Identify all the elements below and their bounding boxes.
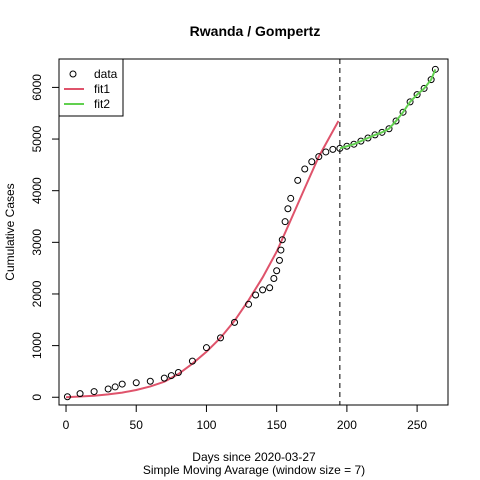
data-point — [132, 379, 140, 387]
data-point — [104, 385, 112, 393]
data-point — [111, 383, 119, 391]
fit1-line — [65, 120, 340, 399]
data-point — [287, 194, 295, 202]
data-point — [231, 318, 239, 326]
data-point — [399, 108, 407, 116]
x-tick-label: 100 — [196, 418, 216, 432]
y-tick-label: 3000 — [30, 229, 44, 256]
legend-box — [58, 58, 124, 117]
data-point — [216, 334, 224, 342]
y-tick-label: 1000 — [30, 332, 44, 359]
data-point — [273, 267, 281, 275]
legend-swatch-data — [69, 70, 77, 78]
data-point — [63, 393, 71, 401]
data-point — [252, 291, 260, 299]
data-point — [357, 137, 365, 145]
data-point — [294, 176, 302, 184]
data-point — [371, 131, 379, 139]
x-tick-label: 200 — [337, 418, 357, 432]
data-point — [431, 65, 439, 73]
x-tick-label: 250 — [407, 418, 427, 432]
data-point — [329, 145, 337, 153]
data-point — [160, 374, 168, 382]
data-point — [427, 76, 435, 84]
data-point — [322, 148, 330, 156]
chart-title: Rwanda / Gompertz — [190, 23, 321, 39]
data-point — [174, 368, 182, 376]
data-point — [392, 117, 400, 125]
data-series — [63, 65, 439, 401]
y-tick-label: 6000 — [30, 74, 44, 101]
data-point — [413, 91, 421, 99]
data-point — [118, 380, 126, 388]
data-point — [259, 286, 267, 294]
data-point — [146, 377, 154, 385]
fit2-line — [339, 68, 437, 150]
data-point — [281, 218, 289, 226]
y-axis-label: Cumulative Cases — [3, 183, 17, 280]
data-point — [364, 134, 372, 142]
y-tick-label: 2000 — [30, 280, 44, 307]
data-point — [266, 284, 274, 292]
data-point — [275, 256, 283, 264]
data-point — [278, 236, 286, 244]
data-point — [167, 372, 175, 380]
legend-label-data: data — [94, 67, 118, 81]
x-axis: 0 50 100 150 200 250 — [63, 404, 427, 432]
data-point — [420, 84, 428, 92]
data-point — [277, 246, 285, 254]
y-tick-label: 0 — [30, 394, 44, 401]
y-tick-label: 5000 — [30, 125, 44, 152]
data-point — [202, 344, 210, 352]
x-tick-label: 0 — [63, 418, 70, 432]
data-point — [76, 390, 84, 398]
x-axis-label: Days since 2020-03-27 — [192, 450, 316, 464]
data-point — [188, 357, 196, 365]
x-axis-sublabel: Simple Moving Avarage (window size = 7) — [143, 463, 365, 477]
data-point — [385, 125, 393, 133]
data-point — [245, 300, 253, 308]
fit2-series — [339, 68, 437, 150]
data-point — [315, 153, 323, 161]
data-point — [308, 158, 316, 166]
data-point — [284, 205, 292, 213]
fit1-series — [65, 120, 340, 399]
x-tick-label: 50 — [130, 418, 144, 432]
data-point — [90, 388, 98, 396]
data-point — [378, 128, 386, 136]
x-tick-label: 150 — [267, 418, 287, 432]
data-point — [406, 98, 414, 106]
y-tick-label: 4000 — [30, 177, 44, 204]
y-axis: 0 1000 2000 3000 4000 5000 6000 — [30, 74, 60, 401]
legend-label-fit2: fit2 — [94, 97, 110, 111]
legend-label-fit1: fit1 — [94, 82, 110, 96]
data-point — [301, 165, 309, 173]
plot-area — [63, 59, 439, 405]
data-point — [270, 274, 278, 282]
